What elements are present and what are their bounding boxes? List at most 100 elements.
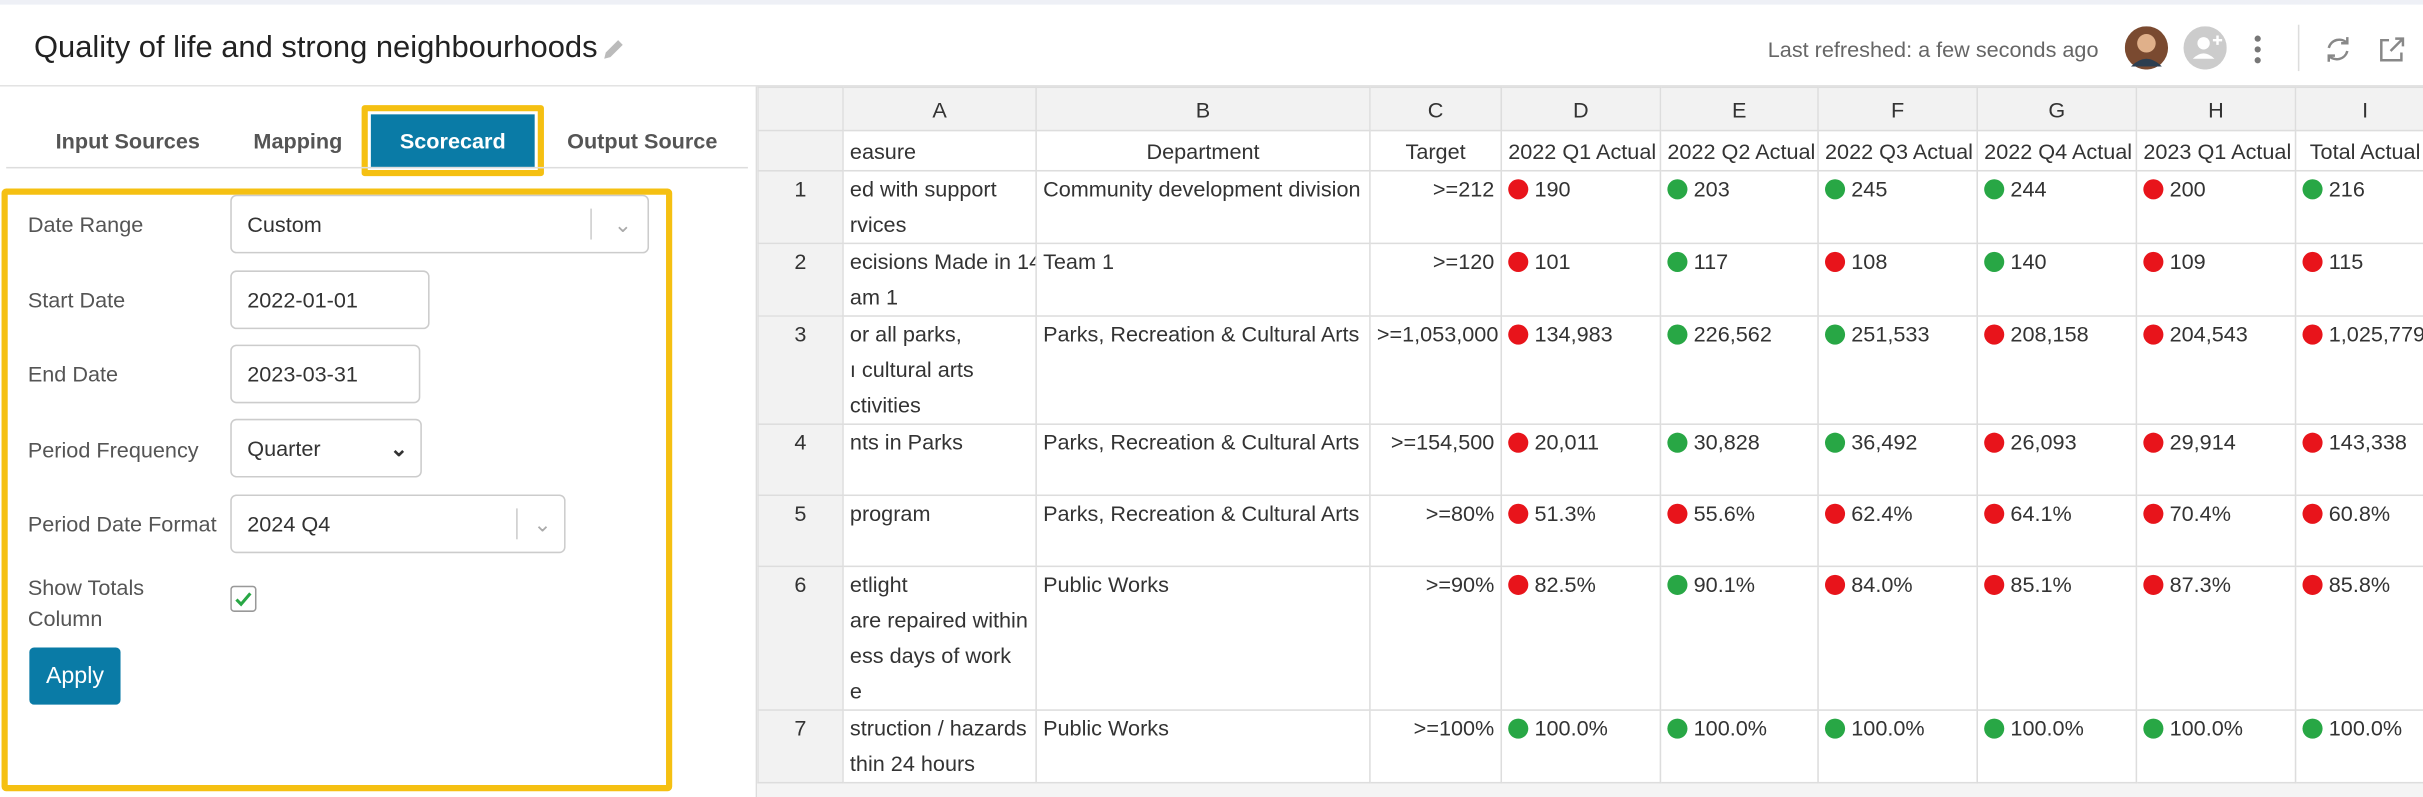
value: 143,338 bbox=[2328, 429, 2407, 455]
status-dot bbox=[2302, 574, 2323, 595]
corner bbox=[757, 86, 844, 132]
status-dot bbox=[1667, 324, 1688, 345]
active-tab[interactable]: Scorecard bbox=[361, 105, 544, 177]
column-letter: I bbox=[2294, 86, 2423, 132]
status-dot bbox=[1984, 179, 2005, 200]
input-value: 2023-03-31 bbox=[247, 361, 358, 387]
export-button[interactable] bbox=[2377, 34, 2408, 65]
value-cell: 117 bbox=[1659, 242, 1819, 317]
measure-cell: or all parks, ı cultural arts ctivities bbox=[842, 315, 1037, 425]
value: 36,492 bbox=[1851, 429, 1918, 455]
period-frequency-select[interactable]: Quarter ⌄ bbox=[230, 418, 422, 478]
more-menu[interactable] bbox=[2248, 32, 2267, 66]
value-cell: 70.4% bbox=[2135, 494, 2297, 568]
value-cell: 204,543 bbox=[2135, 315, 2297, 425]
value-cell: 100.0% bbox=[1817, 709, 1978, 784]
status-dot bbox=[2143, 179, 2164, 200]
data-row: 3 or all parks, ı cultural arts ctivities Pa… bbox=[757, 315, 2423, 425]
value: 55.6% bbox=[1693, 500, 1756, 526]
value: 70.4% bbox=[2169, 500, 2231, 526]
value: 64.1% bbox=[2010, 500, 2072, 526]
department-cell: Public Works bbox=[1035, 565, 1371, 711]
column-letter: E bbox=[1659, 86, 1819, 132]
tab[interactable]: Mapping bbox=[253, 128, 343, 153]
tab[interactable]: Input Sources bbox=[55, 128, 200, 153]
data-row: 2 ecisions Made in 14 am 1 Team 1 >=120 101 11… bbox=[757, 242, 2423, 317]
value-cell: 29,914 bbox=[2135, 423, 2297, 497]
department-cell: Public Works bbox=[1035, 709, 1371, 784]
status-dot bbox=[2302, 503, 2323, 524]
totals-checkbox[interactable] bbox=[230, 585, 257, 612]
column-letter: F bbox=[1817, 86, 1978, 132]
value: 100.0% bbox=[2010, 715, 2084, 741]
avatar[interactable] bbox=[2124, 26, 2169, 70]
field-label: Date Range bbox=[27, 211, 144, 237]
status-dot bbox=[1667, 251, 1688, 272]
row-number: 3 bbox=[757, 315, 844, 425]
measure-cell: program bbox=[842, 494, 1037, 568]
column-header: 2022 Q4 Actual bbox=[1976, 129, 2138, 172]
value: 216 bbox=[2328, 176, 2365, 201]
status-dot bbox=[2143, 324, 2164, 345]
value-cell: 62.4% bbox=[1817, 494, 1978, 568]
period-format-select[interactable]: 2024 Q4 ⌄ bbox=[230, 494, 566, 554]
measure-line: struction / hazards bbox=[849, 715, 1027, 741]
status-dot bbox=[1667, 179, 1688, 200]
value: 108 bbox=[1851, 248, 1888, 274]
value-cell: 101 bbox=[1500, 242, 1662, 317]
value: 251,533 bbox=[1851, 321, 1930, 347]
measure-cell: ed with support rvices bbox=[842, 169, 1037, 245]
tab-divider bbox=[6, 166, 748, 169]
date-range-select[interactable]: Custom ⌄ bbox=[230, 194, 650, 254]
field-label: End Date bbox=[27, 361, 119, 387]
highlight-box bbox=[1, 188, 673, 792]
value: 100.0% bbox=[1534, 715, 1608, 741]
end-date-input[interactable]: 2023-03-31 bbox=[230, 344, 421, 404]
value-cell: 82.5% bbox=[1500, 565, 1662, 711]
measure-cell: etlight are repaired within ess days of wo… bbox=[842, 565, 1037, 711]
value-cell: 115 bbox=[2294, 242, 2423, 317]
column-letter: H bbox=[2135, 86, 2297, 132]
value-cell: 36,492 bbox=[1817, 423, 1978, 497]
status-dot bbox=[1508, 251, 1529, 272]
status-dot bbox=[1824, 574, 1846, 595]
target-cell: >=1,053,000 bbox=[1369, 315, 1503, 425]
value: 203 bbox=[1693, 176, 1730, 201]
value: 51.3% bbox=[1534, 500, 1596, 526]
column-header: 2022 Q3 Actual bbox=[1817, 129, 1978, 172]
value: 62.4% bbox=[1851, 500, 1913, 526]
value-cell: 26,093 bbox=[1976, 423, 2138, 497]
value-cell: 87.3% bbox=[2135, 565, 2297, 711]
data-row: 5 program Parks, Recreation & Cultural Art… bbox=[757, 494, 2423, 568]
value: 30,828 bbox=[1693, 429, 1760, 455]
status-dot bbox=[1667, 718, 1688, 739]
start-date-input[interactable]: 2022-01-01 bbox=[230, 270, 430, 330]
value-cell: 203 bbox=[1659, 169, 1819, 245]
refresh-button[interactable] bbox=[2323, 34, 2354, 65]
status-dot bbox=[1824, 251, 1846, 272]
value: 1,025,779 bbox=[2328, 321, 2423, 347]
measure-line: etlight bbox=[849, 571, 908, 597]
value-cell: 51.3% bbox=[1500, 494, 1662, 568]
apply-button[interactable]: Apply bbox=[29, 647, 121, 705]
value: 245 bbox=[1851, 176, 1888, 201]
value: 100.0% bbox=[2328, 715, 2403, 741]
status-dot bbox=[2302, 179, 2323, 200]
value: 85.1% bbox=[2010, 571, 2072, 597]
edit-icon[interactable] bbox=[600, 36, 628, 64]
row-number: 1 bbox=[757, 169, 844, 245]
target-cell: >=120 bbox=[1369, 242, 1503, 317]
target-cell: >=90% bbox=[1369, 565, 1503, 711]
value-cell: 85.1% bbox=[1976, 565, 2138, 711]
status-dot bbox=[1508, 179, 1529, 200]
value-cell: 140 bbox=[1976, 242, 2138, 317]
add-user-button[interactable] bbox=[2183, 26, 2227, 70]
value-cell: 226,562 bbox=[1659, 315, 1819, 425]
value-cell: 20,011 bbox=[1500, 423, 1662, 497]
status-dot bbox=[1984, 324, 2005, 345]
tab[interactable]: Output Source bbox=[567, 128, 718, 153]
field-label: Period Date Format bbox=[27, 511, 217, 537]
status-dot bbox=[1824, 179, 1846, 200]
row-number: 5 bbox=[757, 494, 844, 568]
